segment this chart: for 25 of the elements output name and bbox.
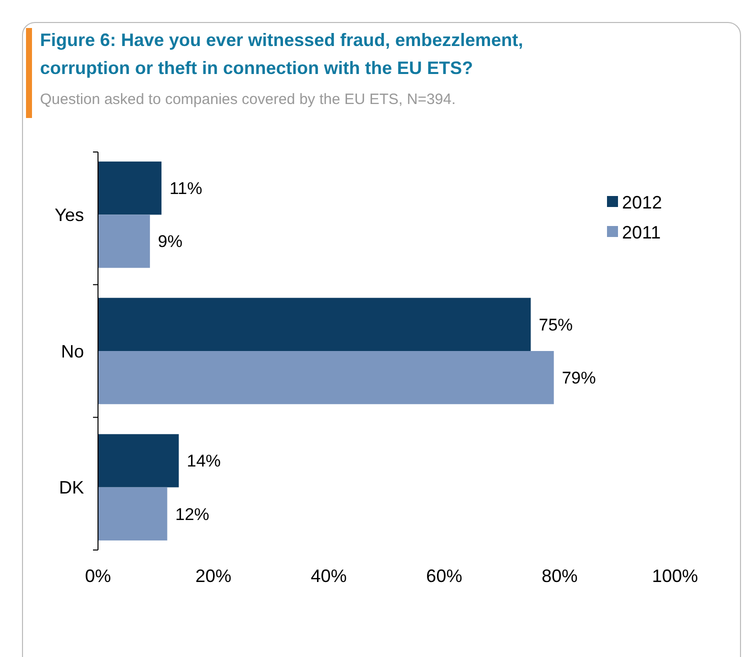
bar [98, 162, 162, 215]
x-tick-label: 60% [426, 566, 462, 586]
chart-title: Figure 6: Have you ever witnessed fraud, embezzlement, corruption or theft in connection with the EU ETS? [40, 30, 524, 78]
bar [98, 487, 168, 540]
x-tick-label: 100% [652, 566, 698, 586]
data-label: 79% [562, 368, 596, 388]
legend-label: 2012 [622, 192, 662, 212]
x-tick-label: 80% [542, 566, 578, 586]
legend-label: 2011 [622, 222, 661, 242]
x-tick-label: 20% [195, 566, 232, 586]
y-tick-label: No [60, 341, 84, 362]
y-tick-label: DK [58, 478, 84, 498]
data-label: 11% [169, 179, 202, 198]
data-label: 12% [175, 504, 210, 524]
x-tick-label: 0% [84, 566, 112, 586]
x-tick-label: 40% [310, 566, 347, 586]
bar [98, 351, 554, 404]
data-label: 75% [538, 315, 573, 334]
bar [98, 434, 179, 488]
bar [98, 214, 150, 268]
y-tick-label: Yes [54, 205, 84, 225]
data-label: 9% [158, 232, 183, 252]
data-label: 14% [186, 452, 221, 471]
chart-subtitle: Question asked to companies covered by the EU ETS, N=394. [40, 91, 456, 108]
bar [98, 298, 531, 351]
